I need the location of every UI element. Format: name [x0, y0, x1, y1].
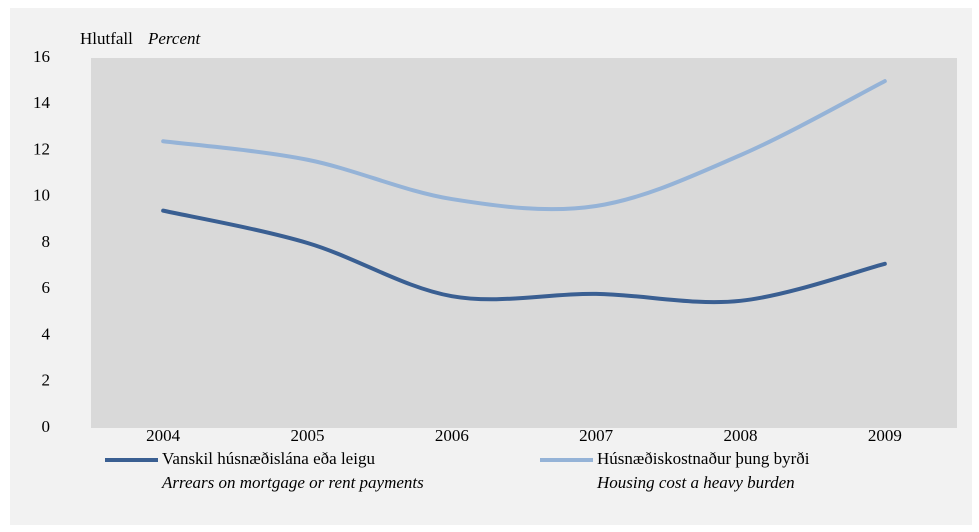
legend-label-en: Housing cost a heavy burden	[596, 473, 795, 492]
line-series	[161, 208, 887, 305]
x-tick-label: 2009	[868, 426, 902, 445]
x-tick-label: 2004	[146, 426, 181, 445]
y-tick-label: 8	[42, 232, 51, 251]
y-tick-label: 0	[42, 417, 51, 436]
x-tick-label: 2007	[579, 426, 614, 445]
y-axis-label-en: Percent	[147, 29, 202, 48]
x-tick-label: 2005	[291, 426, 325, 445]
x-tick-label: 2008	[724, 426, 758, 445]
y-tick-label: 16	[33, 47, 50, 66]
x-tick-label: 2006	[435, 426, 469, 445]
y-tick-label: 6	[42, 278, 51, 297]
legend-label: Vanskil húsnæðislána eða leigu	[162, 449, 375, 468]
y-tick-label: 2	[42, 371, 51, 390]
y-tick-label: 14	[33, 93, 51, 112]
legend-label: Húsnæðiskostnaður þung byrði	[597, 449, 810, 468]
y-tick-label: 10	[33, 186, 50, 205]
y-axis-label: Hlutfall	[80, 29, 133, 48]
legend-label-en: Arrears on mortgage or rent payments	[161, 473, 424, 492]
line-series	[161, 79, 887, 212]
y-tick-label: 12	[33, 139, 50, 158]
y-tick-label: 4	[42, 324, 51, 343]
